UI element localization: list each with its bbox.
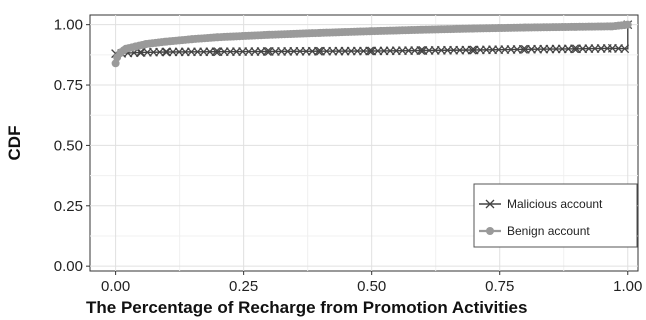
legend-entry: Malicious account bbox=[479, 197, 603, 211]
y-tick-label: 0.00 bbox=[54, 258, 83, 275]
y-tick-label: 1.00 bbox=[54, 17, 83, 34]
data-point bbox=[570, 44, 579, 54]
y-tick-label: 0.75 bbox=[54, 77, 83, 94]
legend-label: Benign account bbox=[507, 224, 590, 238]
data-point bbox=[623, 20, 632, 29]
x-tick-label: 1.00 bbox=[613, 278, 642, 295]
y-tick-label: 0.25 bbox=[54, 198, 83, 215]
x-tick-label: 0.50 bbox=[357, 278, 386, 295]
x-axis-title: The Percentage of Recharge from Promotio… bbox=[86, 298, 527, 317]
series-layer bbox=[111, 20, 633, 68]
series-1 bbox=[111, 20, 632, 68]
data-point bbox=[211, 47, 221, 57]
axes-layer: 0.00 0.25 0.50 0.75 1.00 0.00 0.25 0.50 0.75 1.00 bbox=[54, 17, 643, 295]
y-axis-title: CDF bbox=[5, 126, 24, 161]
legend-label: Malicious account bbox=[507, 197, 603, 211]
data-point bbox=[262, 47, 272, 56]
legend-entry: Benign account bbox=[479, 224, 590, 238]
data-point bbox=[416, 46, 426, 55]
legend-box bbox=[473, 183, 638, 248]
data-point bbox=[111, 59, 120, 68]
data-point bbox=[365, 46, 375, 56]
x-tick-label: 0.00 bbox=[101, 278, 130, 295]
data-point bbox=[313, 46, 323, 56]
data-point bbox=[620, 44, 630, 54]
data-point bbox=[467, 45, 477, 55]
data-point bbox=[518, 44, 528, 54]
legend-marker bbox=[486, 227, 494, 235]
x-tick-label: 0.25 bbox=[229, 278, 258, 295]
series-0 bbox=[111, 20, 633, 60]
data-point bbox=[161, 47, 171, 57]
x-tick-label: 0.75 bbox=[485, 278, 514, 295]
y-tick-label: 0.50 bbox=[54, 137, 83, 154]
legend-marker bbox=[485, 199, 495, 209]
legend: Malicious account Benign account bbox=[473, 183, 638, 248]
